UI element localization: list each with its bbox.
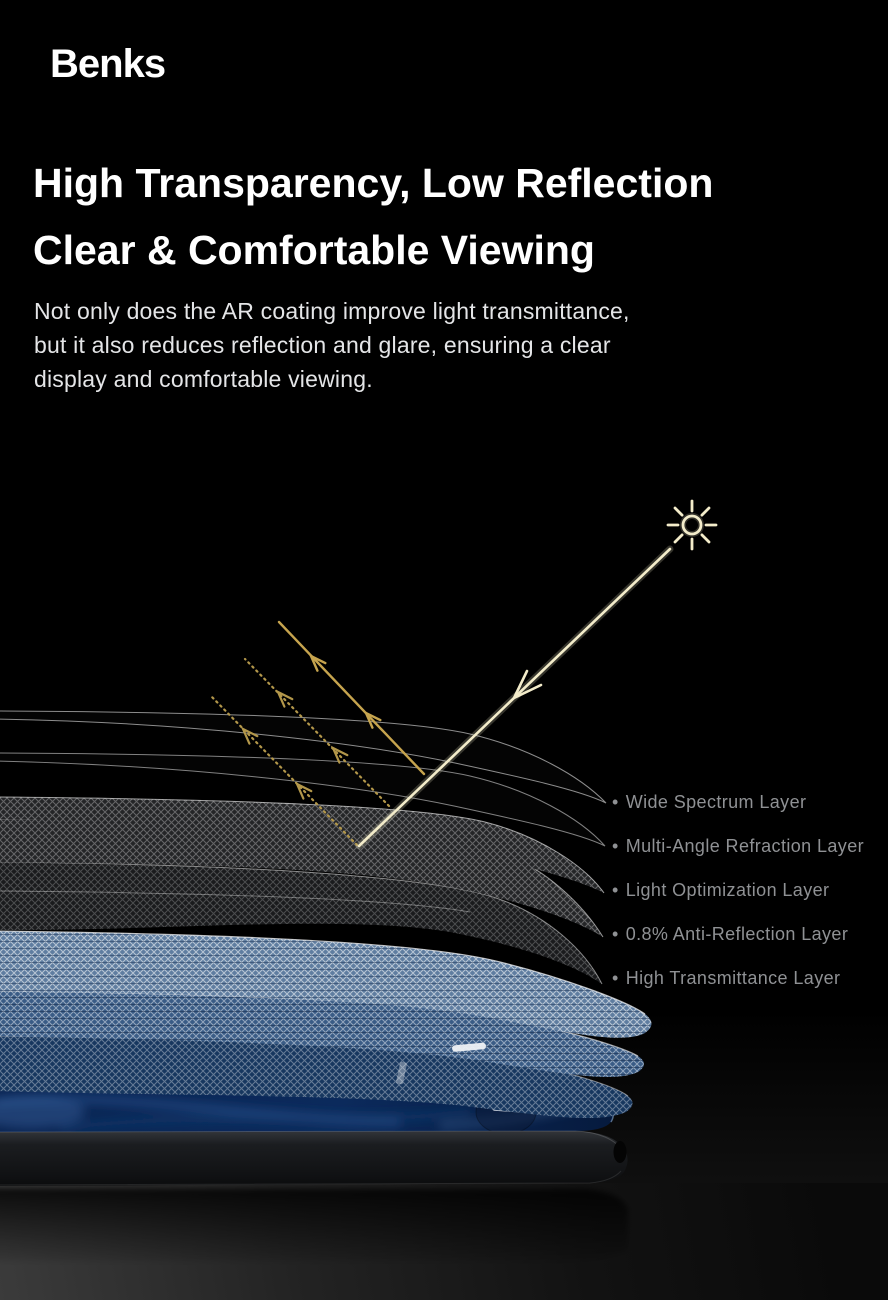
title-line-1: High Transparency, Low Reflection [33, 160, 714, 206]
layer-label-text: Light Optimization Layer [625, 880, 830, 900]
brand-logo: Benks [50, 42, 166, 86]
layer-label-text: 0.8% Anti-Reflection Layer [625, 924, 849, 944]
phone-side [0, 1131, 628, 1186]
layer-label-text: Wide Spectrum Layer [625, 792, 807, 812]
layer-label-light-optimization: • Light Optimization Layer [612, 880, 829, 901]
phone-wallpaper-swirls [0, 1094, 597, 1132]
bullet-icon: • [612, 968, 619, 988]
phone-reflection [0, 1188, 628, 1262]
layer-label-anti-reflection: • 0.8% Anti-Reflection Layer [612, 924, 848, 945]
layer-label-text: High Transmittance Layer [625, 968, 841, 988]
light-rays [208, 499, 718, 850]
protector-speaker-slot [452, 1042, 486, 1052]
incident-ray [355, 545, 674, 850]
layer-label-high-transmittance: • High Transmittance Layer [612, 968, 840, 989]
outline-sheet-wide-spectrum [0, 710, 607, 804]
outline-sheet-multi-angle [0, 752, 606, 847]
refracted-ray-dotted-left [208, 693, 359, 847]
coating-sheet-light-optimization [0, 796, 605, 894]
layer-label-wide-spectrum: • Wide Spectrum Layer [612, 792, 806, 813]
bullet-icon: • [612, 836, 619, 856]
reflected-ray [277, 620, 426, 776]
layer-label-multi-angle-refraction: • Multi-Angle Refraction Layer [612, 836, 864, 857]
phone-side-bottom-rim [0, 1170, 622, 1186]
description-line: display and comfortable viewing. [34, 366, 373, 392]
description-line: but it also reduces reflection and glare… [34, 332, 611, 358]
sun-icon [666, 499, 718, 551]
protector-print-mark [396, 1061, 407, 1085]
coating-sheet-high-transmittance [0, 861, 603, 985]
bullet-icon: • [612, 924, 619, 944]
bullet-icon: • [612, 792, 619, 812]
phone-port [613, 1141, 627, 1163]
glass-layer-light-blue [0, 930, 652, 1038]
description-text: Not only does the AR coating improve lig… [34, 294, 630, 396]
title-line-2: Clear & Comfortable Viewing [33, 227, 595, 273]
description-line: Not only does the AR coating improve lig… [34, 298, 630, 324]
page-title: High Transparency, Low Reflection Clear … [33, 150, 713, 284]
refracted-ray-dotted-mid [243, 657, 391, 808]
bullet-icon: • [612, 880, 619, 900]
layer-label-text: Multi-Angle Refraction Layer [625, 836, 865, 856]
